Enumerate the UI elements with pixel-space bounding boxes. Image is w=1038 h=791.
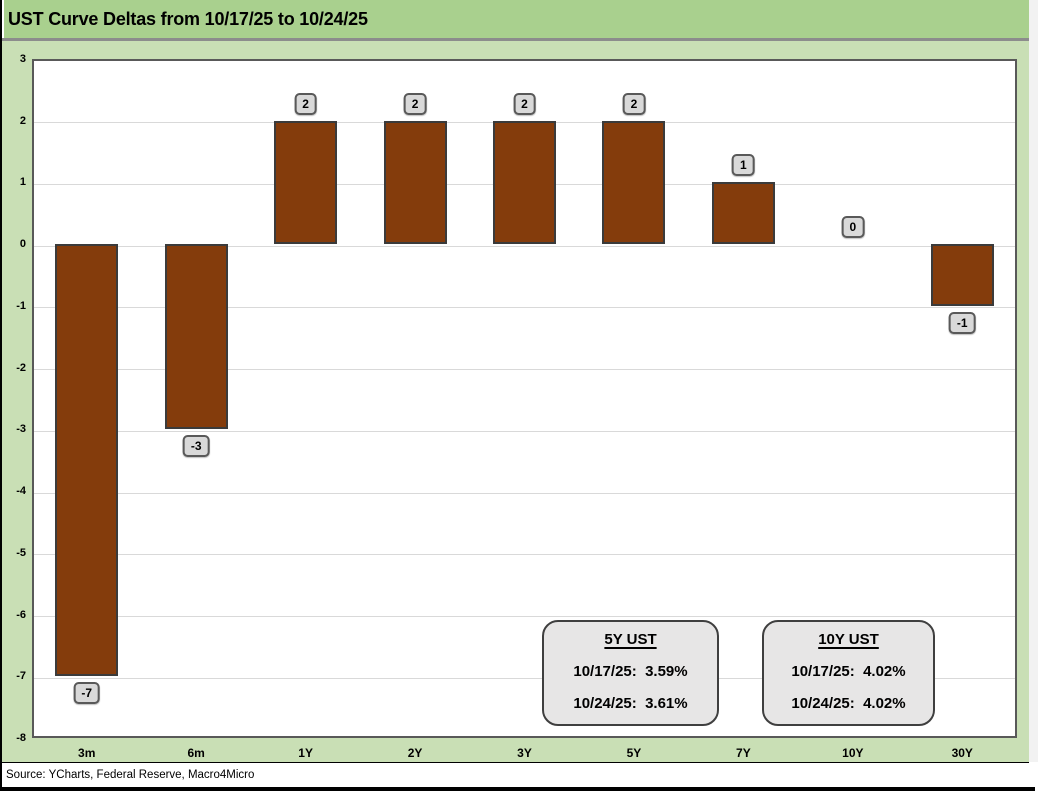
title-separator: [0, 38, 1029, 41]
gridline--7: [34, 677, 1015, 679]
data-label-10Y: 0: [841, 216, 865, 239]
y-tick-1: 1: [19, 176, 26, 189]
x-tick-6m: 6m: [187, 746, 205, 760]
y-tick--8: -8: [16, 732, 26, 744]
y-tick--7: -7: [16, 670, 26, 683]
data-label-7Y: 1: [732, 154, 755, 177]
y-tick--1: -1: [16, 299, 26, 312]
data-label-5Y: 2: [622, 92, 646, 115]
data-label-3m: -7: [73, 682, 101, 705]
y-tick-2: 2: [19, 114, 26, 127]
data-label-3Y: 2: [513, 92, 536, 115]
annotation-heading: 5Y UST: [604, 631, 657, 648]
chart-body: 3 2 1 0 -1 -2 -3 -4 -5 -6 -7 -8 3m 6m 1Y 2Y 3Y 5Y 7Y 10Y 30…: [0, 41, 1029, 762]
y-tick-3: 3: [19, 53, 26, 65]
x-tick-10Y: 10Y: [842, 746, 864, 760]
x-tick-3m: 3m: [78, 746, 96, 760]
source-text: Source: YCharts, Federal Reserve, Macro4…: [6, 769, 255, 781]
annotation-10y-ust[interactable]: 10Y UST 10/17/25: 4.02% 10/24/25: 4.02%: [762, 620, 935, 726]
annotation-heading: 10Y UST: [818, 631, 879, 648]
y-tick--5: -5: [16, 546, 26, 559]
gridline-0: [34, 245, 1015, 247]
gridline--1: [34, 307, 1015, 309]
data-label-1Y: 2: [294, 92, 317, 115]
bar-1Y[interactable]: [274, 120, 338, 245]
bar-3Y[interactable]: [493, 120, 556, 245]
x-tick-1Y: 1Y: [298, 746, 313, 760]
gridline--5: [34, 554, 1015, 556]
gridline--4: [34, 492, 1015, 494]
gridline--6: [34, 616, 1015, 618]
bottom-strip: [0, 787, 1035, 791]
bar-2Y[interactable]: [383, 120, 447, 245]
y-tick--2: -2: [16, 361, 26, 374]
gridline--3: [34, 430, 1015, 432]
y-tick--3: -3: [16, 423, 26, 436]
annotation-line: 10/17/25: 4.02%: [791, 663, 906, 680]
y-tick--6: -6: [16, 608, 26, 621]
right-margin-strip: [1028, 0, 1038, 762]
data-label-2Y: 2: [403, 92, 427, 115]
source-bar: Source: YCharts, Federal Reserve, Macro4…: [0, 762, 1029, 787]
x-tick-3Y: 3Y: [517, 746, 532, 760]
bar-3m[interactable]: [55, 244, 119, 677]
x-tick-7Y: 7Y: [736, 746, 751, 760]
bar-6m[interactable]: [164, 244, 228, 430]
annotation-line: 10/17/25: 3.59%: [573, 663, 688, 680]
chart-title: UST Curve Deltas from 10/17/25 to 10/24/…: [8, 8, 368, 29]
y-tick--4: -4: [16, 485, 26, 498]
x-tick-2Y: 2Y: [407, 746, 423, 760]
y-tick-0: 0: [19, 238, 26, 251]
bar-7Y[interactable]: [711, 182, 775, 245]
bar-5Y[interactable]: [602, 120, 666, 245]
title-band: UST Curve Deltas from 10/17/25 to 10/24/…: [0, 0, 1029, 38]
x-tick-30Y: 30Y: [951, 746, 973, 760]
annotation-line: 10/24/25: 3.61%: [573, 695, 688, 712]
annotation-5y-ust[interactable]: 5Y UST 10/17/25: 3.59% 10/24/25: 3.61%: [542, 620, 719, 726]
bar-30Y[interactable]: [930, 244, 994, 306]
annotation-line: 10/24/25: 4.02%: [791, 695, 906, 712]
x-tick-5Y: 5Y: [626, 746, 642, 760]
data-label-30Y: -1: [948, 311, 976, 334]
data-label-6m: -3: [182, 435, 210, 458]
gridline--2: [34, 369, 1015, 371]
